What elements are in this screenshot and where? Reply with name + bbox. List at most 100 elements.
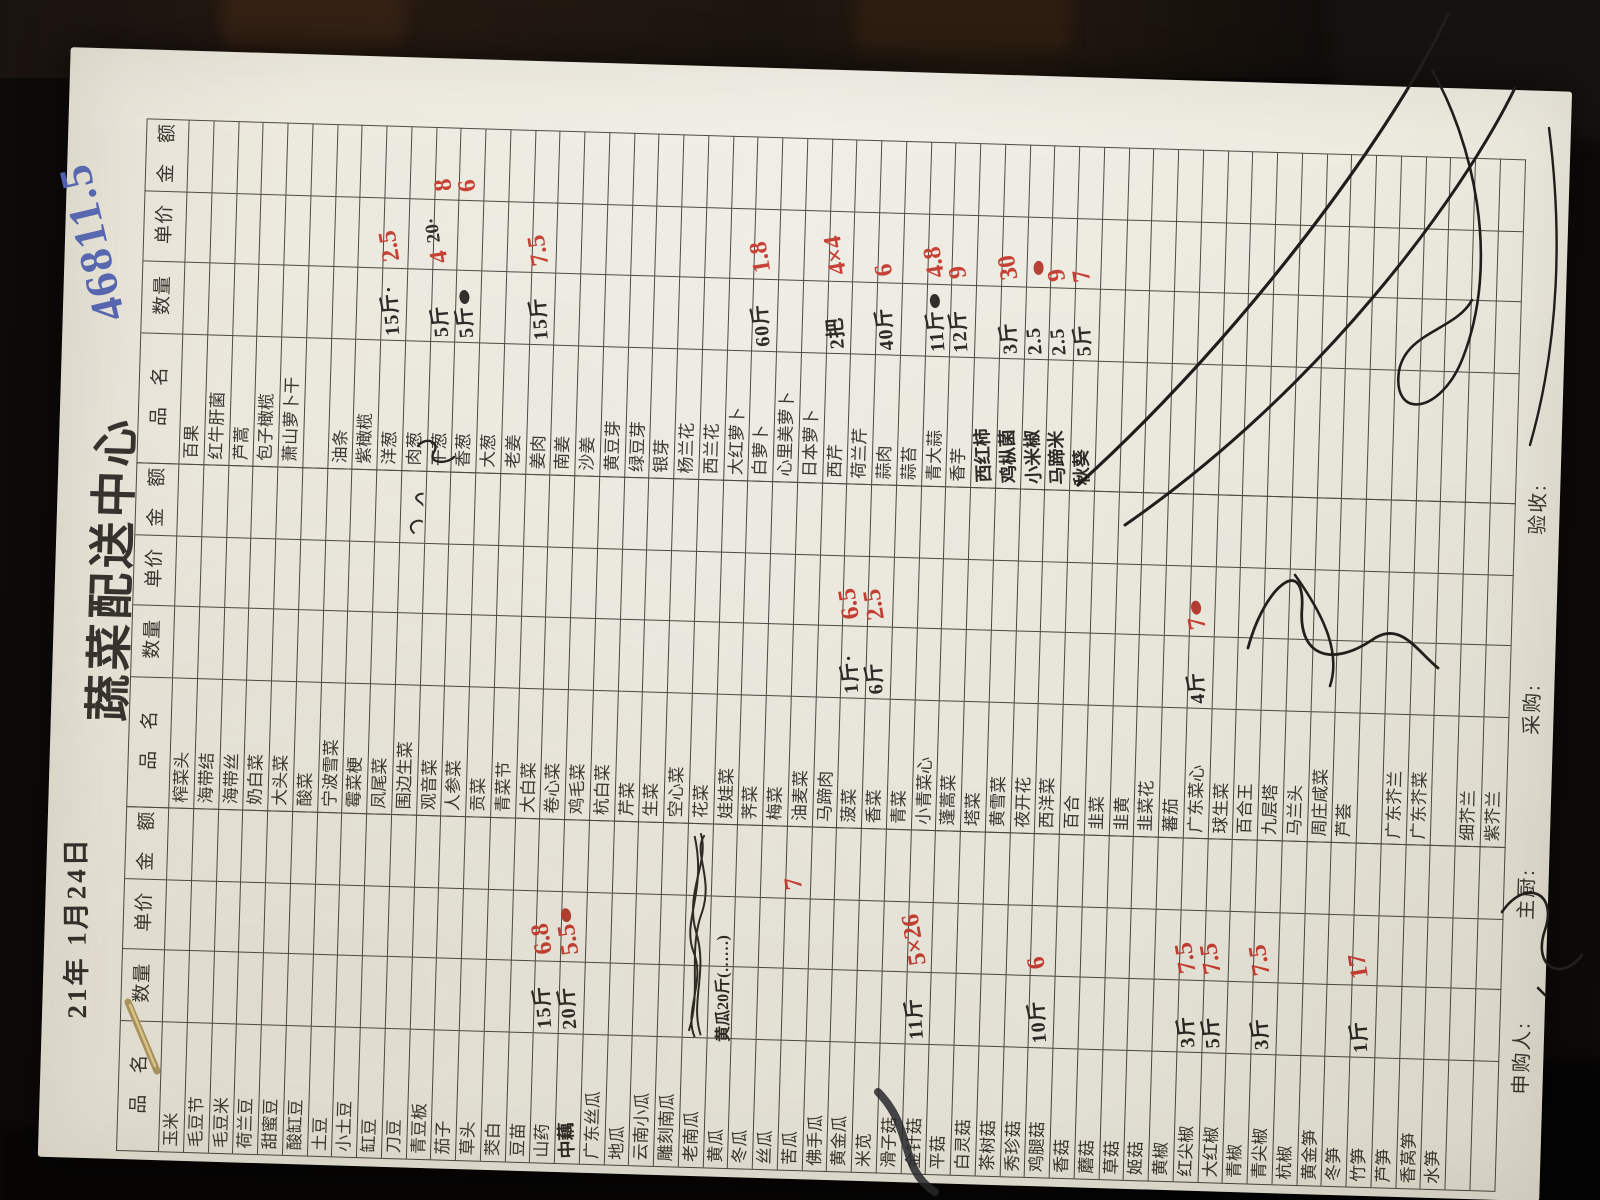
printed-item-name: 干葱 [428,431,449,467]
label-head-chef: 主厨: [1515,867,1540,921]
unit-price-cell: 7 [1068,218,1103,289]
item-name-cell [1470,1060,1499,1191]
background-object [220,0,405,48]
unit-price-cell [1447,229,1474,300]
printed-item-name: 刀豆 [383,1118,404,1154]
amount-cell [954,142,982,216]
amount-cell [226,464,254,538]
table-group-1: 品 名数量 单价金 额玉米 毛豆节 毛豆米 荷兰豆 甜蜜豆 酸缸豆 土豆 小土豆 缸豆 刀豆 青豆板茄… [115,806,1506,1192]
unit-price-cell [546,546,574,618]
printed-item-name: 青尖椒 [1249,1127,1271,1180]
quantity-handwriting: 15斤· [377,284,405,337]
quantity-cell [1375,985,1402,1058]
printed-item-name: 海带结 [196,752,217,804]
quantity-cell [1424,986,1452,1060]
unit-price-cell [1337,570,1365,641]
quantity-cell [781,967,809,1041]
amount-cell [968,487,996,560]
quantity-handwriting: 1斤· [837,652,864,695]
price-handwriting-red: 30 [992,253,1024,283]
printed-item-name: 紫橄榄 [354,412,376,465]
quantity-cell [480,270,508,344]
unit-price-cell [1041,561,1068,632]
amount-cell [781,137,809,211]
amount-cell [1329,841,1357,915]
unit-price-cell [1016,560,1044,632]
quantity-cell [1395,297,1423,371]
printed-item-name: 芦荟 [1334,802,1355,838]
amount-cell [385,125,413,199]
amount-cell [859,827,887,901]
unit-price-cell [704,207,732,278]
amount-cell [1399,155,1427,229]
quantity-cell [579,273,606,347]
amount-cell [533,129,561,203]
printed-item-name: 芹菜 [616,781,637,817]
printed-item-name: 西洋菜 [1037,777,1058,829]
amount-cell [216,808,244,882]
amount-cell [1102,146,1130,220]
unit-price-cell [165,879,192,951]
unit-price-cell [298,539,326,610]
header-quantity: 数量 [141,260,186,334]
price-handwriting-red: 9 [1042,266,1072,284]
quantity-cell [1449,987,1477,1061]
unit-price-cell [185,191,213,263]
quantity-cell [1113,633,1141,707]
unit-price-cell [1125,219,1153,291]
price-handwriting-red: 7.5 [522,232,554,269]
unit-price-cell [1476,918,1503,989]
quantity-cell [632,963,660,1036]
unit-price-cell [214,880,242,952]
printed-item-name: 青菜节 [492,761,514,813]
amount-cell [484,128,512,202]
unit-price-cell [1496,230,1524,302]
quantity-cell [321,609,349,683]
amount-cell [509,129,536,202]
printed-item-name: 细芥兰 [1457,789,1479,842]
quantity-cell [1286,638,1314,712]
quantity-cell: 4斤 [1185,635,1215,709]
printed-item-name: 荷兰芹 [849,427,871,479]
amount-cell [1428,844,1456,918]
quantity-cell [311,953,339,1027]
printed-item-name: 豆苗 [507,1122,528,1158]
printed-item-name: 娃娃菜 [715,767,737,820]
unit-price-cell [1199,221,1227,293]
quantity-cell: 2把 [824,280,854,354]
handwritten-item-name: 中藕 [555,1121,578,1159]
quantity-cell [1444,299,1472,372]
printed-item-name: 蒜苔 [899,445,920,481]
quantity-cell [593,617,621,691]
printed-item-name: 青菜 [888,789,909,825]
price-handwriting-red: 2.5 [858,586,890,623]
unit-price-cell [1140,564,1167,635]
printed-item-name: 广东芥菜 [1408,771,1430,840]
quantity-cell [1410,642,1437,715]
printed-item-name: 蕃茄 [1160,797,1181,833]
item-name-cell: 马兰头 [1282,710,1312,842]
quantity-handwriting: 12斤 [947,308,973,354]
unit-price-cell [585,891,613,963]
amount-cell [904,140,932,214]
amount-cell [558,130,586,204]
printed-item-name: 冬瓜 [730,1129,751,1164]
header-unit-price: 单价 [123,878,168,950]
quantity-cell [237,951,264,1025]
item-name-cell [303,337,332,468]
item-name-cell: 紫芥兰 [1480,716,1509,848]
printed-item-name: 杨兰花 [676,422,697,474]
quantity-cell [929,972,957,1045]
quantity-cell [731,966,759,1039]
printed-item-name: 凤尾菜 [369,757,390,809]
printed-item-name: 姜肉 [527,434,548,470]
unit-price-cell [1348,226,1375,297]
amount-cell [919,485,947,559]
unit-price-cell [610,892,638,964]
unit-price-cell [338,884,365,956]
printed-item-name: 九层塔 [1259,783,1281,836]
unit-price-cell [956,902,984,974]
printed-item-name: 白灵菇 [952,1118,974,1171]
printed-item-name: 香菇 [1051,1138,1072,1174]
unit-price-cell [655,205,683,277]
